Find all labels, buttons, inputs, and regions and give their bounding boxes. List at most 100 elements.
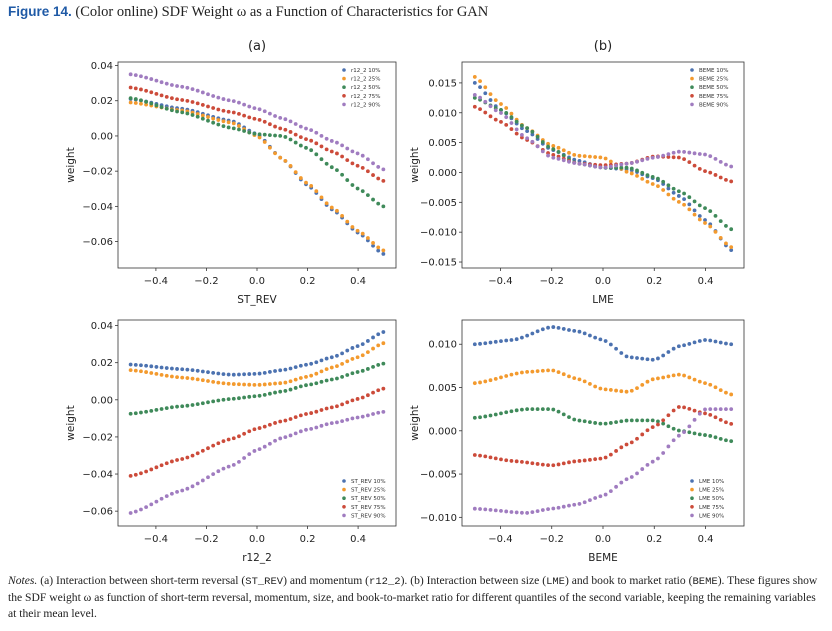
data-point: [329, 377, 334, 382]
data-point: [478, 85, 482, 89]
data-point: [170, 83, 174, 87]
data-point: [514, 459, 519, 464]
data-point: [128, 85, 133, 90]
data-point: [551, 325, 556, 329]
data-point: [211, 120, 216, 125]
data-point: [603, 165, 608, 170]
data-point: [682, 157, 686, 162]
series-q90: [128, 409, 386, 515]
data-point: [472, 75, 477, 79]
data-point: [472, 104, 477, 109]
data-point: [671, 190, 676, 195]
data-point: [149, 101, 154, 106]
data-point: [128, 72, 133, 77]
data-point: [376, 332, 381, 337]
data-point: [180, 98, 185, 102]
data-point: [190, 453, 195, 458]
data-point: [237, 111, 241, 116]
data-point: [324, 406, 329, 411]
data-point: [561, 148, 566, 153]
data-point: [144, 370, 149, 374]
data-point: [509, 121, 514, 125]
plot-frame: [461, 319, 745, 527]
y-tick-label: 0.04: [91, 61, 113, 72]
data-point: [376, 201, 381, 206]
data-point: [546, 507, 550, 512]
data-point: [133, 362, 138, 367]
data-point: [314, 360, 319, 365]
data-point: [666, 186, 671, 191]
data-point: [133, 97, 138, 101]
legend-entry: ST_REV 90%: [351, 513, 386, 519]
data-point: [692, 163, 697, 168]
data-point: [509, 127, 514, 131]
data-point: [365, 193, 370, 198]
data-point: [546, 325, 550, 330]
data-point: [360, 166, 365, 170]
data-point: [262, 444, 267, 449]
data-point: [692, 377, 697, 382]
data-point: [593, 457, 598, 462]
data-point: [499, 375, 503, 380]
data-point: [718, 235, 723, 240]
data-point: [619, 351, 624, 355]
data-point: [293, 140, 298, 145]
data-point: [724, 407, 728, 412]
data-point: [355, 397, 360, 401]
data-point: [211, 370, 216, 375]
data-point: [340, 172, 344, 177]
data-point: [713, 213, 718, 218]
data-point: [376, 165, 381, 169]
data-point: [718, 175, 723, 180]
data-point: [645, 379, 650, 384]
data-point: [650, 175, 655, 179]
legend-marker: [690, 85, 694, 89]
data-point: [561, 412, 566, 417]
y-axis-label: weight: [409, 405, 421, 440]
data-point: [211, 106, 216, 110]
x-tick-label: −0.2: [194, 534, 218, 545]
data-point: [345, 146, 350, 151]
data-point: [350, 357, 355, 361]
data-point: [149, 90, 154, 95]
notes-text-1: (a) Interaction between short-term rever…: [37, 574, 246, 587]
data-point: [247, 429, 252, 434]
data-point: [661, 418, 666, 423]
data-point: [504, 338, 509, 343]
data-point: [624, 165, 629, 170]
data-point: [288, 137, 293, 142]
data-point: [682, 202, 686, 207]
data-point: [242, 382, 247, 387]
data-point: [221, 381, 226, 386]
data-point: [650, 425, 655, 429]
data-point: [619, 445, 624, 450]
data-point: [478, 453, 482, 458]
data-point: [703, 407, 707, 412]
data-point: [309, 184, 314, 188]
x-tick-label: 0.4: [350, 276, 366, 287]
data-point: [561, 158, 566, 163]
data-point: [371, 243, 375, 248]
notes-label: Notes.: [8, 574, 38, 587]
data-point: [478, 95, 482, 100]
legend-entry: BEME 75%: [699, 94, 728, 100]
data-point: [164, 366, 169, 370]
data-point: [619, 419, 624, 424]
data-point: [139, 507, 143, 512]
data-point: [713, 385, 718, 390]
legend-entry: ST_REV 50%: [351, 496, 386, 502]
data-point: [614, 388, 618, 393]
data-point: [195, 101, 200, 106]
data-point: [139, 98, 143, 103]
y-tick-label: 0.010: [428, 340, 457, 351]
series-q75: [472, 405, 734, 468]
data-point: [724, 438, 728, 443]
notes-text-5: ). These figures show the SDF weight ω a…: [8, 574, 818, 620]
data-point: [216, 380, 221, 385]
data-point: [504, 410, 509, 415]
data-point: [514, 131, 519, 136]
data-point: [324, 201, 329, 206]
data-point: [293, 431, 298, 436]
data-point: [582, 162, 587, 167]
data-point: [278, 155, 283, 160]
